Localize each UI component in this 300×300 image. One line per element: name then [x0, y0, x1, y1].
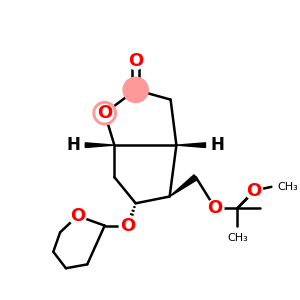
Circle shape — [119, 217, 137, 234]
Text: O: O — [128, 52, 143, 70]
Circle shape — [245, 182, 263, 200]
Circle shape — [127, 52, 144, 70]
Text: H: H — [210, 136, 224, 154]
Circle shape — [96, 104, 113, 122]
Polygon shape — [176, 143, 206, 148]
Circle shape — [93, 101, 116, 125]
Text: O: O — [120, 217, 136, 235]
Text: O: O — [246, 182, 262, 200]
Text: O: O — [208, 199, 223, 217]
Text: CH₃: CH₃ — [227, 233, 248, 243]
Text: O: O — [97, 104, 112, 122]
Text: H: H — [67, 136, 81, 154]
Polygon shape — [169, 175, 197, 196]
Circle shape — [69, 207, 86, 225]
Circle shape — [206, 200, 224, 217]
Circle shape — [123, 77, 148, 103]
Text: CH₃: CH₃ — [277, 182, 298, 192]
Text: O: O — [70, 207, 85, 225]
Polygon shape — [85, 143, 114, 148]
